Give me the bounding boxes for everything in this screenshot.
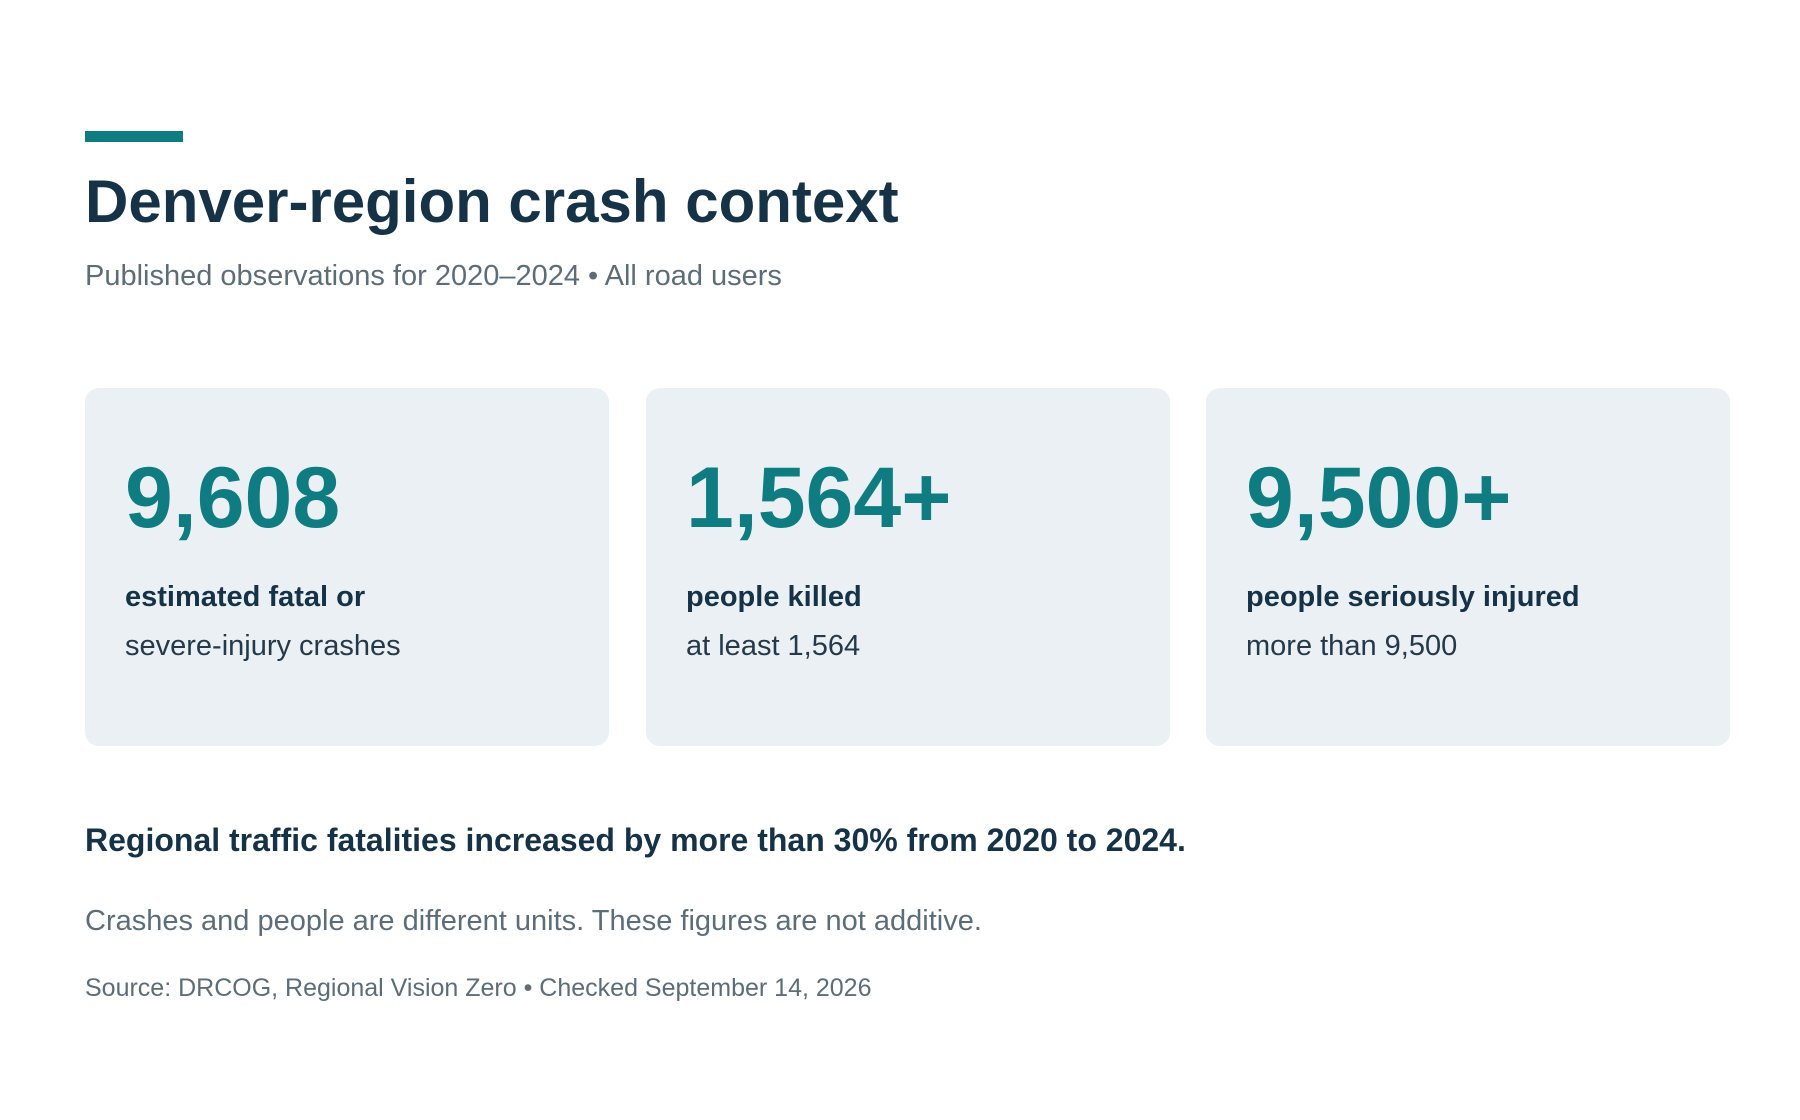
title-accent-bar (85, 131, 183, 142)
stat-detail: at least 1,564 (686, 630, 861, 662)
stat-value: 9,500+ (1246, 450, 1512, 546)
stat-cards: 9,608 estimated fatal or severe-injury c… (85, 388, 1730, 746)
page-subtitle: Published observations for 2020–2024 • A… (85, 260, 782, 292)
page-title: Denver-region crash context (85, 168, 899, 235)
units-note: Crashes and people are different units. … (85, 905, 982, 937)
stat-detail: more than 9,500 (1246, 630, 1458, 662)
stat-value: 9,608 (125, 450, 341, 546)
source-citation: Source: DRCOG, Regional Vision Zero • Ch… (85, 974, 872, 1002)
stat-label: estimated fatal or (125, 581, 366, 613)
key-finding: Regional traffic fatalities increased by… (85, 822, 1186, 858)
crash-context-panel: Denver-region crash context Published ob… (85, 0, 1730, 1120)
stat-value: 1,564+ (686, 450, 952, 546)
stat-label: people seriously injured (1246, 581, 1580, 613)
stat-card-killed: 1,564+ people killed at least 1,564 (646, 388, 1170, 746)
stat-card-crashes: 9,608 estimated fatal or severe-injury c… (85, 388, 609, 746)
stat-label: people killed (686, 581, 862, 613)
stat-detail: severe-injury crashes (125, 630, 401, 662)
stat-card-injured: 9,500+ people seriously injured more tha… (1206, 388, 1730, 746)
